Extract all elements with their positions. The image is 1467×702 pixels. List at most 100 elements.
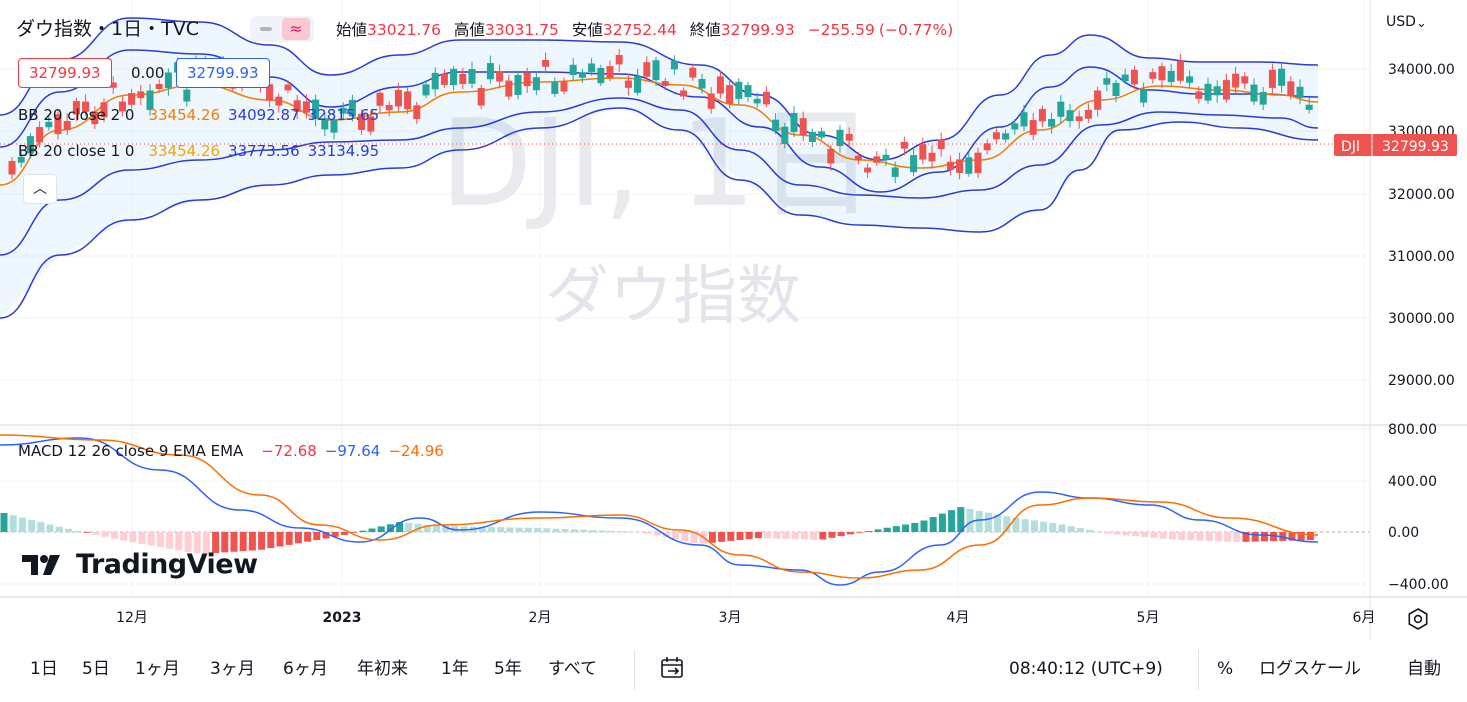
range-button[interactable]: 3ヶ月 [210, 659, 255, 679]
candle-body [312, 99, 320, 119]
range-button[interactable]: 1年 [441, 659, 469, 679]
bb2-legend[interactable]: BB 20 close 2 0 33454.26 34092.87 32815.65 [18, 106, 387, 124]
macd-histogram-bar [1224, 532, 1232, 542]
candle-body [744, 85, 752, 98]
bb-fill [0, 18, 1318, 318]
candle-body [790, 113, 798, 133]
candle-body [542, 59, 550, 67]
range-button[interactable]: 5日 [82, 659, 110, 679]
macd-histogram-bar [1187, 532, 1195, 541]
candle-body [1176, 60, 1184, 81]
candle-body [983, 143, 991, 151]
macd-histogram-bar [902, 524, 910, 532]
candle-body [468, 69, 476, 84]
hide-legend-toggle[interactable]: ≈ [250, 16, 314, 42]
macd-legend[interactable]: MACD 12 26 close 9 EMA EMA −72.68 −97.64 −2… [18, 442, 452, 460]
goto-date-icon[interactable] [660, 655, 686, 681]
macd-histogram-bar [267, 532, 275, 549]
percent-scale-button[interactable]: % [1217, 659, 1234, 679]
bb1-legend[interactable]: BB 20 close 1 0 33454.26 33773.56 33134.95 [18, 142, 387, 160]
macd-histogram-bar [175, 532, 183, 551]
macd-histogram-bar [534, 527, 542, 532]
range-button[interactable]: 年初来 [357, 659, 408, 679]
macd-histogram-bar [718, 532, 726, 542]
range-button[interactable]: 1日 [30, 659, 58, 679]
range-button[interactable]: 5年 [494, 659, 522, 679]
candle-body [818, 131, 826, 138]
macd-histogram-bar [911, 522, 919, 532]
currency-label[interactable]: USD [1386, 14, 1416, 30]
range-button[interactable]: 1ヶ月 [135, 659, 180, 679]
candle-body [1259, 91, 1267, 105]
macd-histogram-bar [432, 525, 440, 532]
range-button[interactable]: すべて [548, 659, 598, 679]
macd-histogram-bar [304, 532, 312, 542]
macd-histogram-bar [442, 526, 450, 532]
auto-scale-button[interactable]: 自動 [1407, 659, 1441, 679]
candle-body [1204, 83, 1212, 101]
macd-histogram-bar [607, 530, 615, 532]
candle-body [569, 64, 577, 75]
candle-body [1029, 120, 1037, 135]
candle-body [735, 81, 743, 99]
macd-histogram-bar [791, 532, 799, 540]
price-axis[interactable]: 34000.0033000.0032000.0031000.0030000.00… [1388, 62, 1455, 389]
macd-histogram-bar [745, 532, 753, 540]
candle-body [1084, 109, 1092, 119]
macd-histogram-bar [1168, 532, 1176, 540]
macd-histogram-bar [386, 524, 394, 532]
candle-body [1241, 76, 1249, 84]
macd-histogram-bar [37, 522, 45, 532]
candle-body [118, 101, 126, 112]
interval-label[interactable]: 1日 [111, 18, 143, 40]
candle-body [919, 144, 927, 160]
macd-histogram-bar [598, 530, 606, 532]
price-tick-label: 29000.00 [1388, 373, 1455, 389]
macd-axis[interactable]: 800.00 400.00 0.00 −400.00 [1388, 422, 1449, 593]
symbol-name[interactable]: ダウ指数 [16, 18, 93, 40]
macd-histogram-bar [0, 513, 8, 532]
close-label: 終値 [689, 21, 721, 39]
candle-body [624, 80, 632, 88]
chart-canvas[interactable]: DJI, 1日 ダウ指数 34000.0033000.0032000.00310… [0, 0, 1467, 640]
candle-body [284, 84, 292, 91]
price-tick-label: 34000.00 [1388, 62, 1455, 78]
candle-body [551, 82, 559, 94]
candle-body [882, 154, 890, 160]
candle-body [17, 156, 25, 163]
log-scale-button[interactable]: ログスケール [1259, 659, 1361, 679]
candle-body [900, 142, 908, 149]
candle-body [781, 126, 789, 145]
macd-histogram-bar [874, 529, 882, 532]
macd-histogram-bar [184, 532, 192, 552]
header-legend: ダウ指数・1日・TVC [16, 18, 200, 40]
macd-histogram-bar [414, 523, 422, 532]
clock-time[interactable]: 08:40:12 (UTC+9) [1009, 659, 1163, 679]
sell-price-button[interactable]: 32799.93 [18, 58, 112, 88]
candle-body [532, 77, 540, 91]
currency-chevron-icon[interactable]: ⌄ [1416, 16, 1427, 31]
bb1-label: BB 20 close 1 0 [18, 142, 135, 160]
bb2-lower-line [0, 107, 1319, 319]
macd-histogram-bar [883, 527, 891, 532]
macd-histogram-bar [1288, 532, 1296, 541]
candle-body [477, 88, 485, 106]
macd-histogram-bar [865, 531, 873, 532]
candle-body [404, 91, 412, 110]
macd-histogram-bar [248, 532, 256, 551]
candle-body [385, 105, 393, 111]
macd-histogram-bar [1086, 529, 1094, 532]
macd-label: MACD 12 26 close 9 EMA EMA [18, 442, 244, 460]
candle-body [394, 89, 402, 107]
macd-histogram-bar [120, 532, 128, 541]
buy-price-button[interactable]: 32799.93 [176, 58, 270, 88]
price-tick-label: 32000.00 [1388, 187, 1455, 203]
time-axis[interactable]: 12月 2023 2月 3月 4月 5月 6月 [116, 610, 1375, 626]
macd-histogram-bar [377, 526, 385, 532]
candle-body [1121, 74, 1129, 82]
settings-gear-icon[interactable] [1408, 608, 1428, 630]
candle-body [321, 118, 329, 130]
collapse-legend-button[interactable]: ︿ [23, 174, 57, 204]
range-button[interactable]: 6ヶ月 [283, 659, 328, 679]
macd-histogram-bar [405, 522, 413, 532]
